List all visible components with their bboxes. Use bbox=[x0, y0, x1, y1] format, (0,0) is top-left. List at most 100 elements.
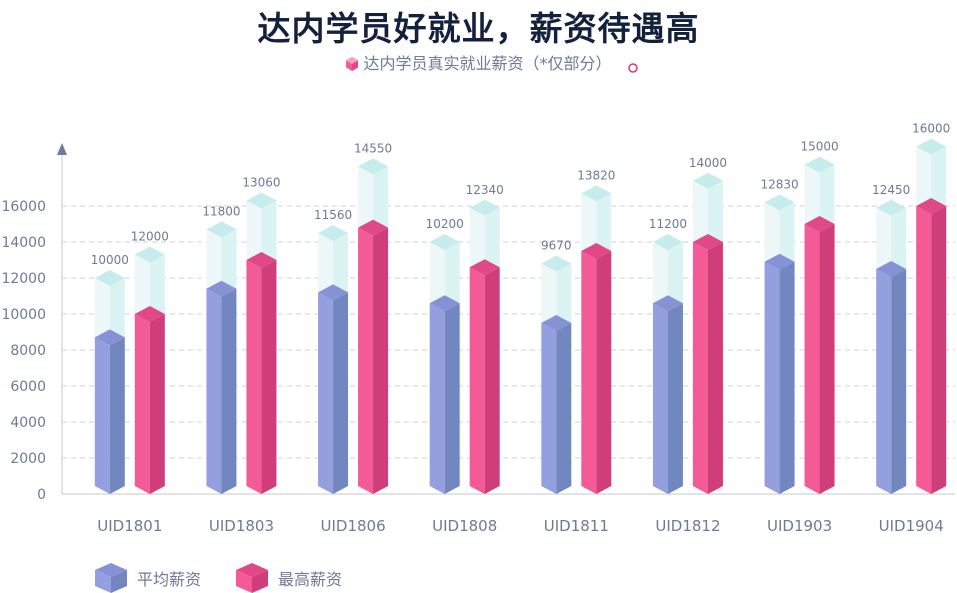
background-bar-face bbox=[221, 229, 237, 297]
bar-avg[interactable] bbox=[429, 295, 460, 494]
y-axis-arrow-icon bbox=[57, 143, 67, 155]
bar-max-face bbox=[134, 306, 165, 322]
background-bar[interactable] bbox=[469, 199, 500, 276]
bar-avg[interactable] bbox=[764, 253, 795, 494]
bar-avg[interactable] bbox=[652, 295, 683, 494]
background-bar-face bbox=[318, 225, 349, 241]
data-label: 11800 bbox=[202, 204, 240, 218]
background-bar[interactable] bbox=[804, 156, 835, 232]
y-tick-label: 0 bbox=[37, 487, 46, 503]
legend-item-avg[interactable]: 平均薪资 bbox=[95, 563, 201, 593]
bar-max-face bbox=[916, 206, 932, 494]
background-bar[interactable] bbox=[876, 199, 907, 277]
data-label: 10000 bbox=[91, 253, 129, 267]
background-bar-face bbox=[469, 207, 485, 276]
bar-avg[interactable] bbox=[94, 329, 125, 494]
bar-max[interactable] bbox=[804, 216, 835, 494]
background-bar[interactable] bbox=[916, 138, 947, 214]
background-bar-face bbox=[373, 166, 389, 236]
bar-max-face bbox=[134, 314, 150, 494]
background-bar-face bbox=[429, 242, 445, 312]
bar-max[interactable] bbox=[134, 306, 165, 494]
bar-avg[interactable] bbox=[318, 284, 349, 494]
background-bar-face bbox=[804, 156, 835, 173]
background-bar-face bbox=[206, 229, 222, 297]
background-bar-face bbox=[444, 242, 460, 312]
background-bar-face bbox=[652, 242, 668, 312]
data-label: 12340 bbox=[466, 183, 504, 197]
bar-avg[interactable] bbox=[206, 280, 237, 494]
bar-max[interactable] bbox=[246, 252, 277, 494]
bar-max-face bbox=[246, 252, 277, 268]
background-bar-face bbox=[891, 207, 907, 277]
background-bar-face bbox=[876, 207, 892, 277]
background-bar[interactable] bbox=[318, 225, 349, 301]
x-tick-label: UID1811 bbox=[544, 517, 609, 535]
bar-avg[interactable] bbox=[541, 315, 572, 494]
x-tick-label: UID1904 bbox=[879, 517, 944, 535]
background-bar-face bbox=[541, 255, 572, 272]
background-bar[interactable] bbox=[692, 172, 723, 250]
x-tick-label: UID1806 bbox=[320, 517, 385, 535]
bar-avg-face bbox=[221, 288, 237, 494]
data-label: 11200 bbox=[649, 217, 687, 231]
bar-max-face bbox=[804, 216, 835, 232]
background-bar-face bbox=[94, 278, 110, 346]
bar-max[interactable] bbox=[916, 198, 947, 494]
y-tick-label: 10000 bbox=[1, 307, 46, 323]
bar-avg-face bbox=[652, 303, 668, 494]
background-bar-face bbox=[804, 164, 820, 232]
background-bar-face bbox=[358, 166, 374, 236]
y-tick-label: 6000 bbox=[10, 379, 46, 395]
background-bar-face bbox=[94, 270, 125, 286]
data-label: 16000 bbox=[912, 122, 950, 136]
bar-max[interactable] bbox=[581, 243, 612, 494]
background-bar[interactable] bbox=[206, 221, 237, 297]
bar-avg-face bbox=[764, 261, 780, 494]
background-bar-face bbox=[692, 172, 723, 189]
bar-max[interactable] bbox=[469, 259, 500, 494]
bar-max-face bbox=[581, 251, 597, 494]
subtitle-text: 达内学员真实就业薪资（*仅部分） bbox=[363, 54, 612, 73]
background-bar-face bbox=[556, 263, 572, 331]
bar-max-face bbox=[373, 227, 389, 494]
background-bar[interactable] bbox=[541, 255, 572, 331]
bar-max-face bbox=[581, 243, 612, 259]
bar-avg[interactable] bbox=[876, 261, 907, 494]
bar-avg-face bbox=[429, 295, 460, 312]
bar-max[interactable] bbox=[358, 219, 389, 494]
bar-max-face bbox=[484, 267, 500, 494]
background-bar-face bbox=[764, 202, 780, 270]
bar-avg-face bbox=[556, 323, 572, 494]
bar-max-face bbox=[692, 242, 708, 494]
chart-title: 达内学员好就业，薪资待遇高 bbox=[257, 9, 700, 48]
background-bar-face bbox=[484, 207, 500, 276]
bar-max-face bbox=[819, 224, 835, 494]
bar-max-face bbox=[246, 260, 262, 494]
background-bar[interactable] bbox=[764, 194, 795, 270]
bar-max-face bbox=[804, 224, 820, 494]
bar-avg-face bbox=[206, 288, 222, 494]
bar-max[interactable] bbox=[692, 234, 723, 494]
background-bar-face bbox=[707, 180, 723, 250]
background-bar[interactable] bbox=[134, 246, 165, 322]
background-bar[interactable] bbox=[358, 158, 389, 236]
cube-icon bbox=[95, 563, 127, 593]
background-bar-face bbox=[876, 199, 907, 216]
data-label: 12450 bbox=[872, 183, 910, 197]
background-bar[interactable] bbox=[94, 270, 125, 346]
bar-avg-face bbox=[667, 303, 683, 494]
background-bar[interactable] bbox=[652, 234, 683, 312]
background-bar[interactable] bbox=[246, 192, 277, 268]
background-bar-face bbox=[246, 200, 262, 268]
bar-max-face bbox=[707, 242, 723, 494]
bar-avg-face bbox=[779, 261, 795, 494]
bar-avg-face bbox=[206, 280, 237, 297]
bar-avg-face bbox=[652, 295, 683, 312]
background-bar[interactable] bbox=[581, 185, 612, 259]
legend-item-max[interactable]: 最高薪资 bbox=[236, 563, 342, 593]
data-label: 14550 bbox=[354, 141, 392, 155]
y-tick-label: 14000 bbox=[1, 235, 46, 251]
background-bar[interactable] bbox=[429, 234, 460, 312]
